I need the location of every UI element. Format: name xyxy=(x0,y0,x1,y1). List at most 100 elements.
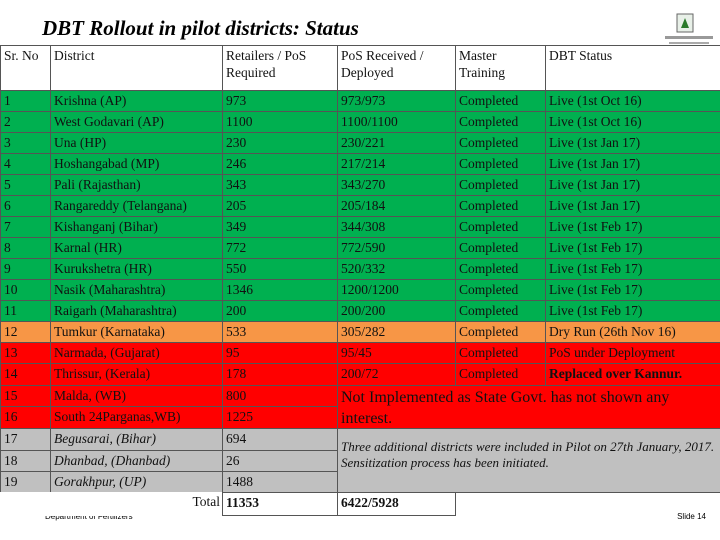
table-cell: Rangareddy (Telangana) xyxy=(50,195,223,217)
table-cell: Live (1st Feb 17) xyxy=(545,279,720,301)
table-cell: Live (1st Feb 17) xyxy=(545,300,720,322)
table-cell: Live (1st Oct 16) xyxy=(545,111,720,133)
table-cell: Completed xyxy=(455,216,546,238)
table-cell: 95/45 xyxy=(337,342,456,364)
table-cell: 12 xyxy=(0,321,51,343)
table-cell: Completed xyxy=(455,363,546,386)
table-cell: Replaced over Kannur. xyxy=(545,363,720,386)
table-cell: 2 xyxy=(0,111,51,133)
table-cell: 200/72 xyxy=(337,363,456,386)
table-cell: 772 xyxy=(222,237,338,259)
table-cell: Completed xyxy=(455,174,546,196)
table-cell: Dry Run (26th Nov 16) xyxy=(545,321,720,343)
table-cell: 11 xyxy=(0,300,51,322)
table-cell: Completed xyxy=(455,321,546,343)
table-cell: 230 xyxy=(222,132,338,154)
table-cell: 9 xyxy=(0,258,51,280)
table-cell: Malda, (WB) xyxy=(50,385,223,407)
table-cell: 10 xyxy=(0,279,51,301)
merged-note: Not Implemented as State Govt. has not s… xyxy=(337,385,720,429)
table-cell: 200/200 xyxy=(337,300,456,322)
table-cell: Narmada, (Gujarat) xyxy=(50,342,223,364)
table-cell: 4 xyxy=(0,153,51,175)
table-cell: 5 xyxy=(0,174,51,196)
table-cell: 95 xyxy=(222,342,338,364)
table-cell: Completed xyxy=(455,258,546,280)
table-cell: 17 xyxy=(0,428,51,451)
table-cell: West Godavari (AP) xyxy=(50,111,223,133)
table-cell: 19 xyxy=(0,471,51,493)
table-cell: 1100 xyxy=(222,111,338,133)
table-cell: 343/270 xyxy=(337,174,456,196)
table-cell: Live (1st Jan 17) xyxy=(545,132,720,154)
column-header: Master Training xyxy=(455,45,546,91)
table-cell: Completed xyxy=(455,132,546,154)
table-cell: Begusarai, (Bihar) xyxy=(50,428,223,451)
table-cell: 344/308 xyxy=(337,216,456,238)
table-cell: 1346 xyxy=(222,279,338,301)
table-cell: 8 xyxy=(0,237,51,259)
title: DBT Rollout in pilot districts: Status xyxy=(42,16,359,40)
table-cell: 178 xyxy=(222,363,338,386)
table-cell: 973 xyxy=(222,90,338,112)
table-cell: 973/973 xyxy=(337,90,456,112)
column-header: Sr. No xyxy=(0,45,51,91)
table-cell: 694 xyxy=(222,428,338,451)
table-cell: 1488 xyxy=(222,471,338,493)
table-cell: 13 xyxy=(0,342,51,364)
table-cell: Completed xyxy=(455,90,546,112)
table-cell: Pali (Rajasthan) xyxy=(50,174,223,196)
table-cell: Completed xyxy=(455,279,546,301)
column-header: Retailers / PoS Required xyxy=(222,45,338,91)
table-cell: 305/282 xyxy=(337,321,456,343)
table-cell: Completed xyxy=(455,195,546,217)
table-cell: 7 xyxy=(0,216,51,238)
table-cell: Completed xyxy=(455,237,546,259)
table-cell: Kurukshetra (HR) xyxy=(50,258,223,280)
table-cell: PoS under Deployment xyxy=(545,342,720,364)
table-cell: Completed xyxy=(455,300,546,322)
table-cell: Dhanbad, (Dhanbad) xyxy=(50,450,223,472)
total-received: 6422/5928 xyxy=(337,492,456,516)
table-cell: 16 xyxy=(0,406,51,429)
table-cell: 349 xyxy=(222,216,338,238)
table-cell: Gorakhpur, (UP) xyxy=(50,471,223,493)
table-cell: Live (1st Feb 17) xyxy=(545,258,720,280)
table-cell: 205/184 xyxy=(337,195,456,217)
table-cell: Thrissur, (Kerala) xyxy=(50,363,223,386)
table-cell: Live (1st Feb 17) xyxy=(545,216,720,238)
table-cell: 343 xyxy=(222,174,338,196)
column-header: DBT Status xyxy=(545,45,720,91)
table-cell: 230/221 xyxy=(337,132,456,154)
table-cell: 772/590 xyxy=(337,237,456,259)
table-cell: Live (1st Oct 16) xyxy=(545,90,720,112)
table-cell: 550 xyxy=(222,258,338,280)
table-cell: Hoshangabad (MP) xyxy=(50,153,223,175)
table-cell: Nasik (Maharashtra) xyxy=(50,279,223,301)
table-cell: 520/332 xyxy=(337,258,456,280)
table-cell: 26 xyxy=(222,450,338,472)
slide-number: Slide 14 xyxy=(677,512,706,521)
table-cell: Completed xyxy=(455,342,546,364)
table-cell: Completed xyxy=(455,111,546,133)
table-cell: Tumkur (Karnataka) xyxy=(50,321,223,343)
table-cell: 6 xyxy=(0,195,51,217)
merged-note: Three additional districts were included… xyxy=(337,428,720,493)
table-cell: Krishna (AP) xyxy=(50,90,223,112)
table-cell: 533 xyxy=(222,321,338,343)
table-cell: 15 xyxy=(0,385,51,407)
table-cell: 1100/1100 xyxy=(337,111,456,133)
column-header: PoS Received / Deployed xyxy=(337,45,456,91)
table-cell: Live (1st Jan 17) xyxy=(545,195,720,217)
table-cell: Una (HP) xyxy=(50,132,223,154)
table-cell: 1225 xyxy=(222,406,338,429)
table-cell: 3 xyxy=(0,132,51,154)
column-header: District xyxy=(50,45,223,91)
table-cell: 800 xyxy=(222,385,338,407)
table-cell: 217/214 xyxy=(337,153,456,175)
table-cell: South 24Parganas,WB) xyxy=(50,406,223,429)
table-cell: 1200/1200 xyxy=(337,279,456,301)
table-cell: Live (1st Jan 17) xyxy=(545,174,720,196)
total-required: 11353 xyxy=(222,492,338,516)
